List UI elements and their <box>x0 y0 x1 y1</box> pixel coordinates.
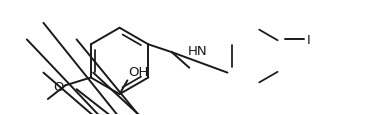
Text: OH: OH <box>128 66 149 79</box>
Text: I: I <box>307 34 310 47</box>
Text: HN: HN <box>188 45 208 58</box>
Text: O: O <box>53 80 64 93</box>
